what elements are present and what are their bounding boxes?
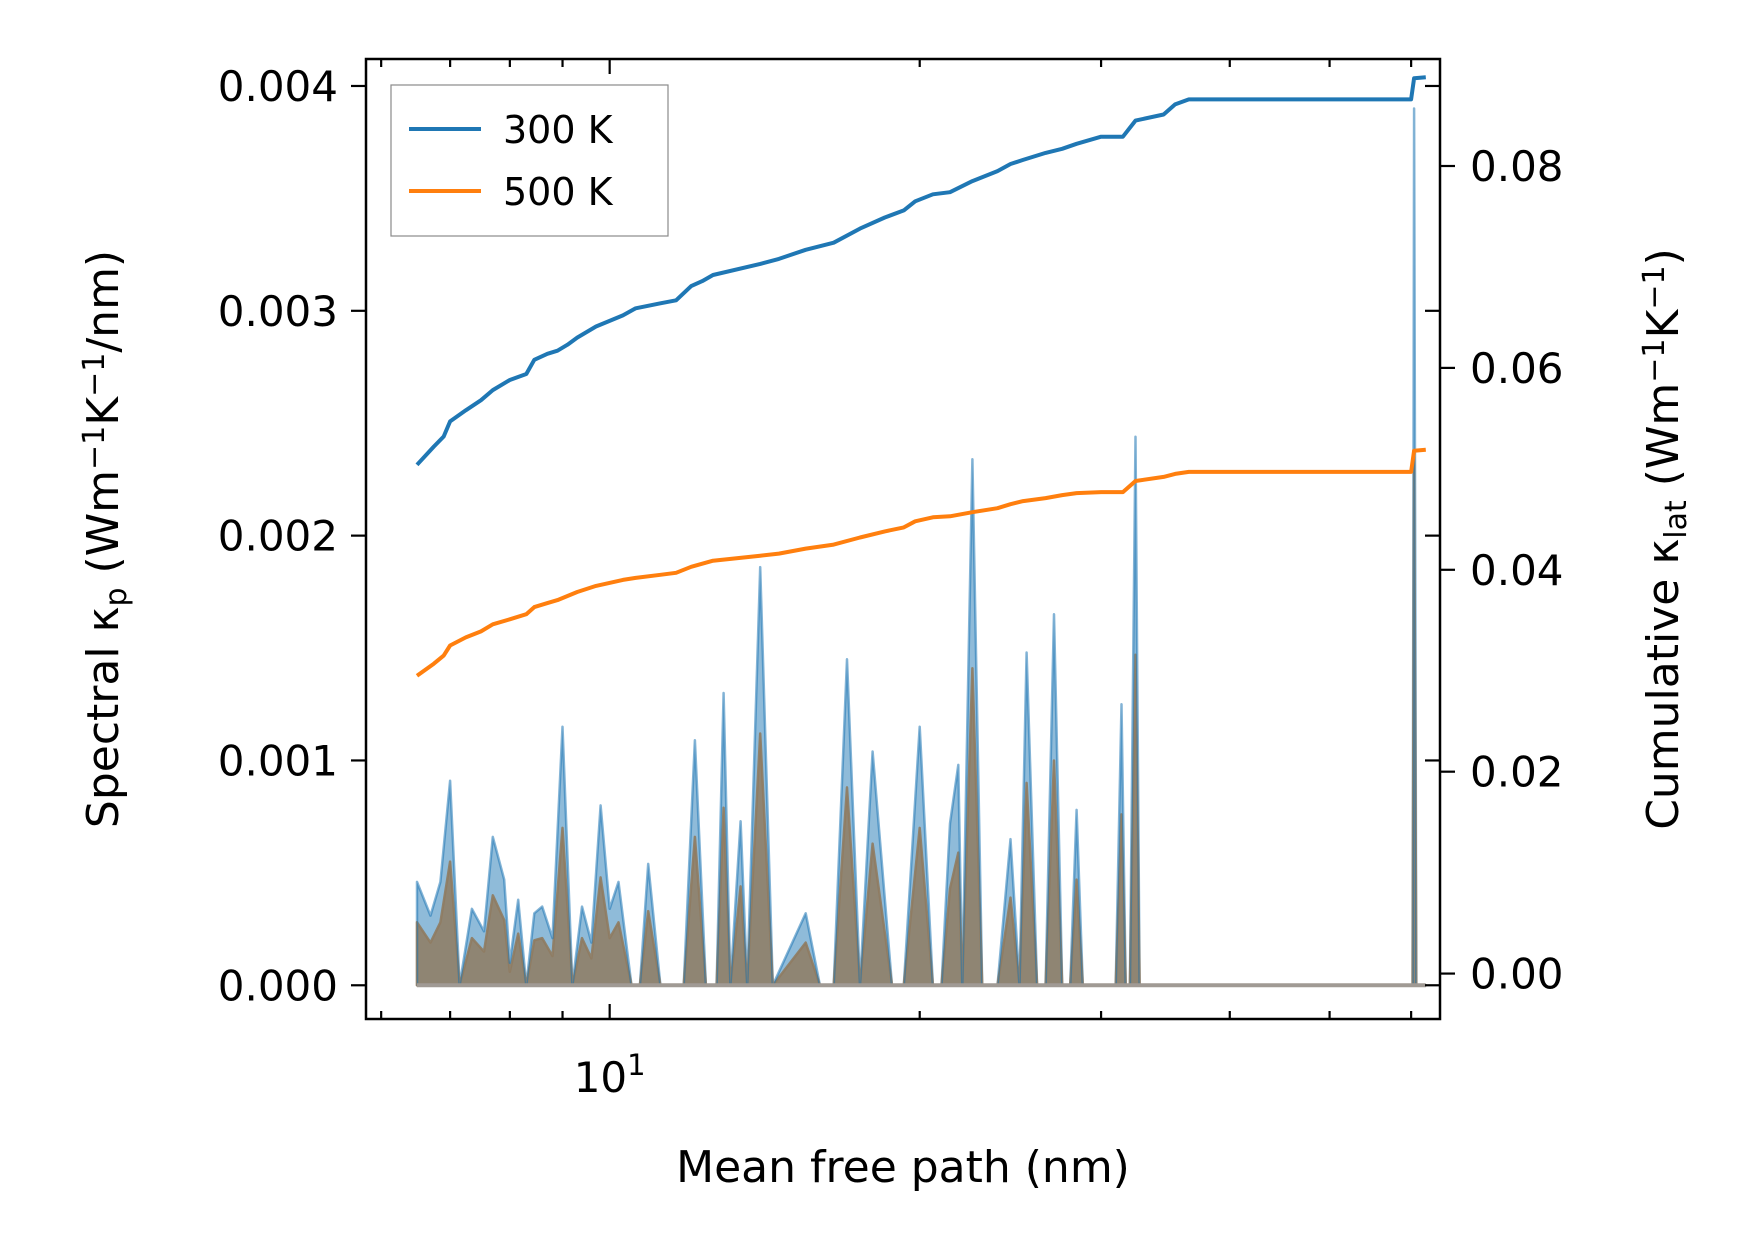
cumulative-line-300k [415, 75, 1426, 467]
tick-labels: 101 0.000 0.001 0.002 0.003 0.004 0.00 0.02 0.04… [218, 62, 1564, 1102]
spectral-area-300k [415, 107, 1428, 987]
y-left-tick-label: 0.003 [218, 287, 338, 336]
legend-box [390, 84, 669, 237]
y-left-tick-label: 0.000 [218, 961, 338, 1010]
x-axis-title: Mean free path (nm) [676, 1142, 1130, 1193]
spectral-fills [415, 107, 1428, 988]
y-left-tick-label: 0.004 [218, 62, 338, 111]
y2-axis-title: Cumulative κlat (Wm−1K−1) [1637, 248, 1694, 830]
y-right-tick-label: 0.08 [1470, 142, 1564, 191]
y-right-tick-label: 0.04 [1470, 546, 1564, 595]
series-lines [415, 75, 1426, 678]
y-right-tick-label: 0.00 [1470, 950, 1564, 999]
y-axis-title: Spectral κp (Wm−1K−1/nm) [77, 250, 134, 828]
y-right-tick-label: 0.02 [1470, 748, 1564, 797]
legend-label-500k: 500 K [503, 170, 614, 214]
cumulative-line-500k [415, 447, 1426, 678]
x-tick-label: 101 [574, 1048, 646, 1102]
plot-frame [364, 57, 1442, 1021]
axis-ticks [351, 59, 1455, 1019]
legend: 300 K 500 K [390, 84, 669, 237]
y-right-tick-label: 0.06 [1470, 344, 1564, 393]
legend-label-300k: 300 K [503, 108, 614, 152]
y-left-tick-label: 0.001 [218, 736, 338, 785]
y-left-tick-label: 0.002 [218, 512, 338, 561]
